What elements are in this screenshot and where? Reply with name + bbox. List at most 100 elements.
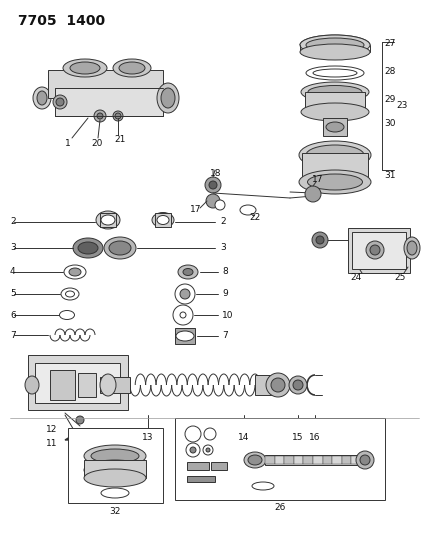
Ellipse shape	[161, 88, 175, 108]
Circle shape	[271, 378, 285, 392]
Ellipse shape	[25, 376, 39, 394]
Ellipse shape	[178, 265, 198, 279]
Ellipse shape	[306, 66, 364, 80]
Circle shape	[316, 236, 324, 244]
Ellipse shape	[91, 449, 139, 463]
Ellipse shape	[33, 87, 51, 109]
Text: 29: 29	[384, 95, 396, 104]
Ellipse shape	[101, 488, 129, 498]
Bar	[68, 428, 163, 503]
Ellipse shape	[104, 237, 136, 259]
Bar	[265, 455, 361, 465]
Ellipse shape	[300, 35, 370, 55]
Bar	[351, 456, 361, 464]
Bar	[84, 460, 146, 478]
Ellipse shape	[119, 62, 145, 74]
Bar	[100, 213, 116, 227]
Circle shape	[180, 312, 186, 318]
Ellipse shape	[96, 211, 120, 229]
Ellipse shape	[301, 82, 369, 102]
Ellipse shape	[300, 44, 370, 60]
Circle shape	[360, 455, 370, 465]
Bar	[323, 118, 347, 136]
Bar	[55, 88, 163, 116]
Ellipse shape	[100, 374, 116, 396]
Ellipse shape	[73, 238, 103, 258]
Circle shape	[76, 416, 84, 424]
Text: 14: 14	[239, 433, 250, 442]
Ellipse shape	[152, 213, 174, 228]
Text: 3: 3	[220, 244, 226, 253]
Ellipse shape	[308, 174, 363, 190]
Ellipse shape	[244, 452, 266, 468]
Ellipse shape	[70, 62, 100, 74]
Text: 12: 12	[46, 425, 57, 434]
Ellipse shape	[84, 445, 146, 467]
Text: 24: 24	[350, 273, 362, 282]
Text: 8: 8	[222, 268, 228, 277]
Bar	[155, 213, 171, 227]
Circle shape	[370, 245, 380, 255]
Circle shape	[289, 376, 307, 394]
Text: 26: 26	[274, 504, 286, 513]
Ellipse shape	[404, 237, 420, 259]
Bar	[332, 456, 342, 464]
Ellipse shape	[113, 59, 151, 77]
Text: 1: 1	[65, 139, 71, 148]
Bar	[323, 456, 332, 464]
Polygon shape	[65, 432, 92, 440]
Ellipse shape	[64, 265, 86, 279]
Text: 23: 23	[396, 101, 408, 110]
Ellipse shape	[183, 269, 193, 276]
Circle shape	[206, 448, 210, 452]
Ellipse shape	[157, 215, 169, 224]
Text: 4: 4	[10, 268, 15, 277]
Ellipse shape	[60, 311, 75, 319]
Ellipse shape	[84, 460, 146, 480]
Bar	[265, 456, 275, 464]
Ellipse shape	[240, 205, 256, 215]
Text: 6: 6	[10, 311, 16, 319]
Ellipse shape	[252, 482, 274, 490]
Bar	[275, 456, 284, 464]
Bar	[255, 375, 280, 395]
Ellipse shape	[69, 268, 81, 276]
Circle shape	[56, 98, 64, 106]
Bar	[352, 232, 406, 269]
Circle shape	[94, 110, 106, 122]
Ellipse shape	[313, 69, 357, 77]
Text: 28: 28	[384, 68, 396, 77]
Ellipse shape	[306, 38, 364, 52]
Ellipse shape	[407, 241, 417, 255]
Text: 21: 21	[114, 135, 126, 144]
Text: 2: 2	[220, 217, 226, 227]
Circle shape	[205, 177, 221, 193]
Text: 16: 16	[309, 433, 321, 442]
Circle shape	[186, 443, 200, 457]
Text: 20: 20	[91, 139, 103, 148]
Circle shape	[293, 380, 303, 390]
Text: 17: 17	[312, 175, 324, 184]
Ellipse shape	[299, 170, 371, 194]
Ellipse shape	[78, 242, 98, 254]
Text: 7: 7	[10, 330, 16, 340]
Circle shape	[203, 445, 213, 455]
Text: 11: 11	[46, 439, 58, 448]
Bar	[28, 355, 128, 410]
Ellipse shape	[61, 288, 79, 300]
Text: 7: 7	[222, 332, 228, 341]
Circle shape	[175, 284, 195, 304]
Ellipse shape	[157, 83, 179, 113]
Bar	[100, 377, 130, 393]
Ellipse shape	[248, 455, 262, 465]
Circle shape	[97, 113, 103, 119]
Bar	[187, 462, 209, 470]
Bar	[78, 373, 96, 397]
Circle shape	[312, 232, 328, 248]
Ellipse shape	[308, 85, 362, 99]
Text: 5: 5	[10, 289, 16, 298]
Bar	[294, 456, 303, 464]
Circle shape	[190, 447, 196, 453]
Text: 15: 15	[292, 433, 304, 442]
Text: 3: 3	[10, 244, 16, 253]
